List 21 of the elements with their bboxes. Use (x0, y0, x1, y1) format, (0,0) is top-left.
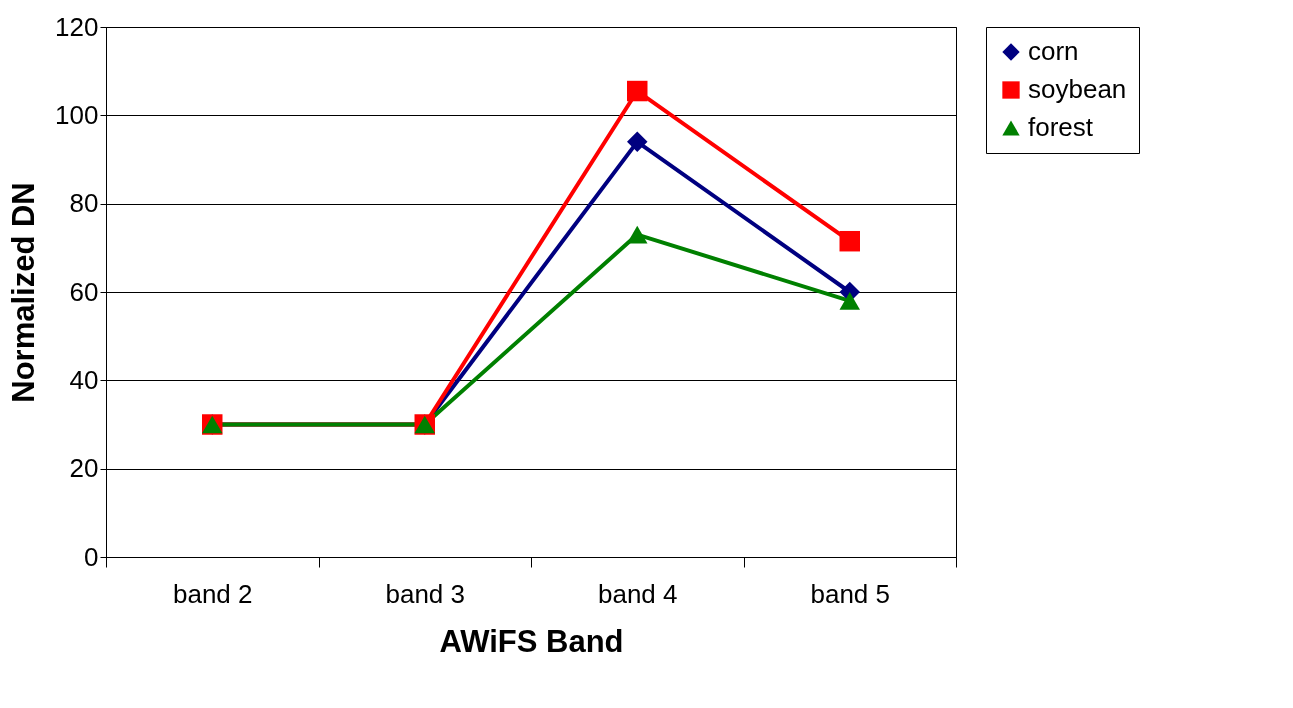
x-tick-label: band 2 (172, 578, 253, 609)
y-tick-label: 20 (69, 453, 99, 484)
y-tick-label: 0 (84, 541, 99, 572)
x-tick-label: band 5 (810, 578, 891, 609)
point (627, 131, 648, 153)
y-tick-label: 80 (69, 188, 99, 219)
y-axis-title: Normalized DN (6, 182, 42, 403)
legend-label: forest (1028, 112, 1094, 142)
point (627, 225, 648, 244)
x-tick-label: band 3 (385, 578, 466, 609)
point (627, 80, 648, 102)
legend-label: soybean (1028, 74, 1127, 104)
y-tick-label: 120 (55, 11, 99, 42)
x-tick-label: band 4 (597, 578, 678, 609)
y-tick-label: 40 (69, 364, 99, 395)
point (839, 291, 860, 310)
x-axis-title: AWiFS Band (439, 623, 624, 659)
y-tick-label: 100 (55, 99, 99, 130)
y-tick-label: 60 (69, 276, 99, 307)
point (839, 230, 860, 252)
legend-label: corn (1028, 36, 1079, 66)
